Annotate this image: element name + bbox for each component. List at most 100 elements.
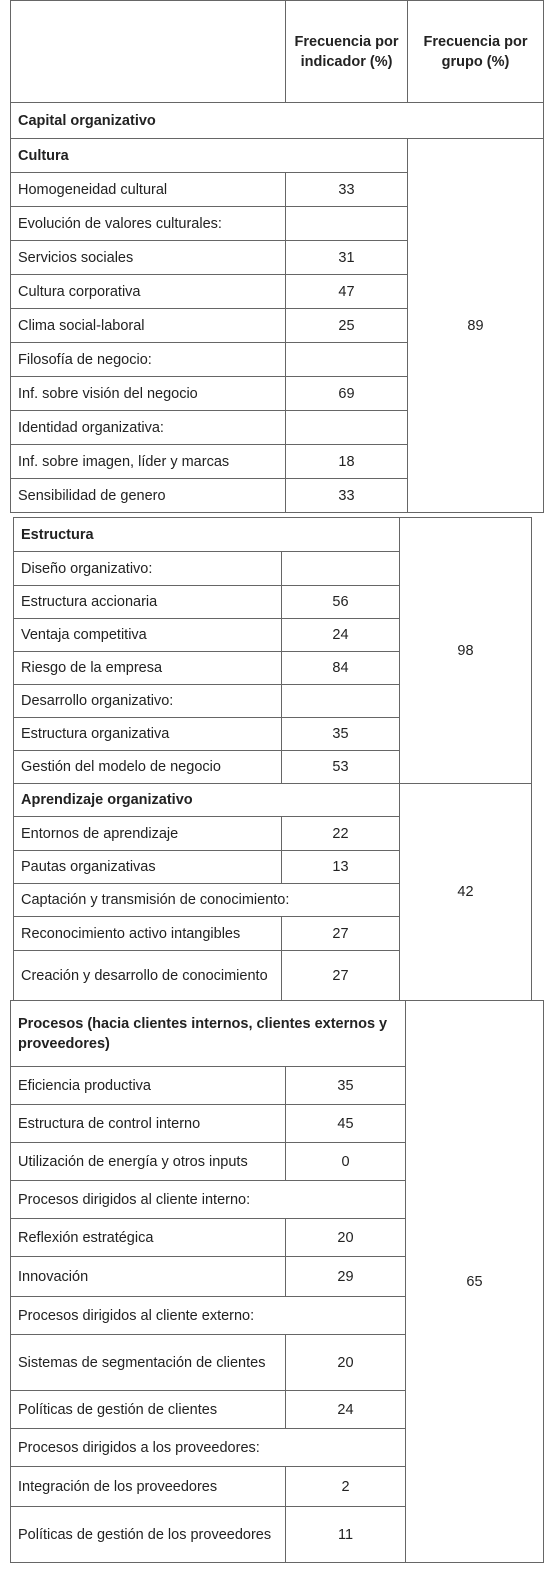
group-block: Procesos (hacia clientes internos, clien…	[10, 1000, 544, 1563]
subheading: Procesos dirigidos a los proveedores:	[10, 1428, 406, 1467]
blank-cell	[281, 551, 400, 586]
indicator-row: Inf. sobre visión del negocio 69	[10, 376, 544, 411]
indicator-label: Reconocimiento activo intangibles	[13, 916, 282, 951]
indicator-label: Estructura organizativa	[13, 717, 282, 751]
indicator-row: Gestión del modelo de negocio 53	[13, 750, 532, 784]
table-body: Cultura 89 Homogeneidad cultural 33 Evolució…	[10, 138, 544, 513]
indicator-label: Riesgo de la empresa	[13, 651, 282, 685]
group-row: Estructura 98	[13, 517, 532, 784]
blank-cell	[285, 410, 408, 445]
subheading: Identidad organizativa:	[10, 410, 286, 445]
indicator-value: 11	[285, 1506, 406, 1563]
group-block-table: Cultura 89 Homogeneidad cultural 33 Evolució…	[10, 138, 544, 513]
table-header: Frecuencia por indicador (%) Frecuencia p…	[10, 0, 544, 139]
indicator-row: Reconocimiento activo intangibles 27	[13, 916, 532, 951]
subheading: Procesos dirigidos al cliente interno:	[10, 1180, 406, 1219]
group-frequency: 89	[407, 138, 544, 513]
group-block-table: Estructura 98 Diseño organizativo: Estructu…	[13, 517, 532, 784]
blank-cell	[281, 684, 400, 718]
subheading: Filosofía de negocio:	[10, 342, 286, 377]
indicator-value: 24	[285, 1390, 406, 1429]
indicator-row: Procesos dirigidos a los proveedores:	[10, 1428, 544, 1467]
indicator-row: Filosofía de negocio:	[10, 342, 544, 377]
indicator-row: Homogeneidad cultural 33	[10, 172, 544, 207]
group-name: Procesos (hacia clientes internos, clien…	[10, 1000, 406, 1067]
indicator-label: Estructura de control interno	[10, 1104, 286, 1143]
indicator-label: Ventaja competitiva	[13, 618, 282, 652]
indicator-label: Creación y desarrollo de conocimiento	[13, 950, 282, 1001]
indicator-value: 31	[285, 240, 408, 275]
table-body: Aprendizaje organizativo 42 Entornos de ap…	[13, 783, 532, 1001]
indicator-row: Utilización de energía y otros inputs 0	[10, 1142, 544, 1181]
indicator-value: 84	[281, 651, 400, 685]
indicator-label: Inf. sobre imagen, líder y marcas	[10, 444, 286, 479]
indicator-label: Políticas de gestión de los proveedores	[10, 1506, 286, 1563]
group-block-table: Procesos (hacia clientes internos, clien…	[10, 1000, 544, 1563]
indicator-value: 0	[285, 1142, 406, 1181]
indicator-value: 20	[285, 1334, 406, 1391]
indicator-label: Sistemas de segmentación de clientes	[10, 1334, 286, 1391]
indicator-label: Innovación	[10, 1256, 286, 1297]
subheading: Desarrollo organizativo:	[13, 684, 282, 718]
indicator-row: Políticas de gestión de clientes 24	[10, 1390, 544, 1429]
indicator-label: Homogeneidad cultural	[10, 172, 286, 207]
indicator-row: Sistemas de segmentación de clientes 20	[10, 1334, 544, 1391]
section-title: Capital organizativo	[10, 102, 544, 139]
group-name: Cultura	[10, 138, 408, 173]
indicator-value: 33	[285, 478, 408, 513]
indicator-row: Estructura organizativa 35	[13, 717, 532, 751]
indicator-value: 33	[285, 172, 408, 207]
group-frequency: 42	[399, 783, 532, 1001]
indicator-row: Innovación 29	[10, 1256, 544, 1297]
indicator-label: Entornos de aprendizaje	[13, 816, 282, 851]
indicator-row: Cultura corporativa 47	[10, 274, 544, 309]
indicator-value: 35	[281, 717, 400, 751]
group-row: Procesos (hacia clientes internos, clien…	[10, 1000, 544, 1563]
indicator-label: Inf. sobre visión del negocio	[10, 376, 286, 411]
subheading: Captación y transmisión de conocimiento:	[13, 883, 400, 917]
column-header: Frecuencia por grupo (%)	[407, 0, 544, 103]
indicator-row: Eficiencia productiva 35	[10, 1066, 544, 1105]
table-body: Frecuencia por indicador (%) Frecuencia p…	[10, 0, 544, 139]
indicator-value: 24	[281, 618, 400, 652]
indicator-label: Gestión del modelo de negocio	[13, 750, 282, 784]
indicator-row: Riesgo de la empresa 84	[13, 651, 532, 685]
indicator-row: Procesos dirigidos al cliente externo:	[10, 1296, 544, 1335]
group-name: Estructura	[13, 517, 400, 552]
blank-cell	[10, 0, 286, 103]
indicator-value: 20	[285, 1218, 406, 1257]
subheading: Diseño organizativo:	[13, 551, 282, 586]
indicator-row: Pautas organizativas 13	[13, 850, 532, 884]
indicator-label: Pautas organizativas	[13, 850, 282, 884]
blank-cell	[285, 342, 408, 377]
indicator-row: Clima social-laboral 25	[10, 308, 544, 343]
section-row: Capital organizativo	[10, 102, 544, 139]
indicator-value: 35	[285, 1066, 406, 1105]
header-row: Frecuencia por indicador (%) Frecuencia p…	[10, 0, 544, 103]
indicator-label: Clima social-laboral	[10, 308, 286, 343]
indicator-row: Servicios sociales 31	[10, 240, 544, 275]
blank-cell	[285, 206, 408, 241]
indicator-label: Estructura accionaria	[13, 585, 282, 619]
indicator-value: 29	[285, 1256, 406, 1297]
indicator-row: Estructura accionaria 56	[13, 585, 532, 619]
indicator-row: Procesos dirigidos al cliente interno:	[10, 1180, 544, 1219]
indicator-row: Entornos de aprendizaje 22	[13, 816, 532, 851]
indicator-value: 47	[285, 274, 408, 309]
group-row: Cultura 89	[10, 138, 544, 513]
indicator-row: Políticas de gestión de los proveedores 1…	[10, 1506, 544, 1563]
indicator-label: Políticas de gestión de clientes	[10, 1390, 286, 1429]
table-body: Estructura 98 Diseño organizativo: Estructu…	[13, 517, 532, 784]
indicator-value: 13	[281, 850, 400, 884]
table-header-table: Frecuencia por indicador (%) Frecuencia p…	[10, 0, 544, 139]
group-block: Aprendizaje organizativo 42 Entornos de ap…	[13, 783, 532, 1001]
table-body: Procesos (hacia clientes internos, clien…	[10, 1000, 544, 1563]
indicator-row: Evolución de valores culturales:	[10, 206, 544, 241]
indicator-label: Cultura corporativa	[10, 274, 286, 309]
indicator-label: Eficiencia productiva	[10, 1066, 286, 1105]
indicator-value: 27	[281, 950, 400, 1001]
indicator-label: Integración de los proveedores	[10, 1466, 286, 1507]
indicator-value: 27	[281, 916, 400, 951]
